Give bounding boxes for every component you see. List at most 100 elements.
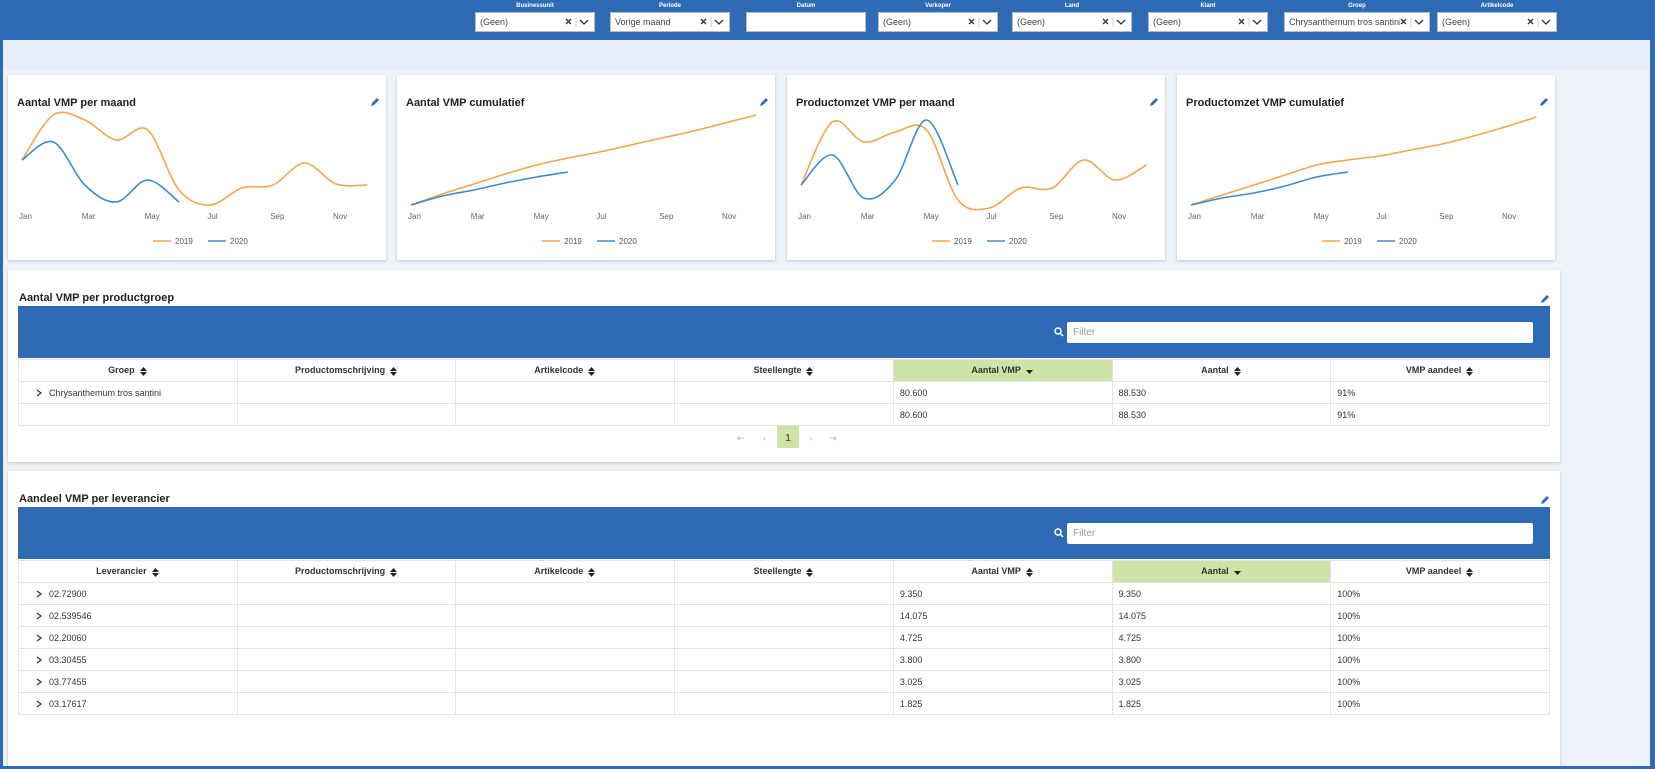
cell-text: 4.725 xyxy=(1118,632,1142,643)
expand-icon[interactable] xyxy=(35,634,43,642)
filter-select[interactable] xyxy=(746,12,866,32)
column-label: Aantal VMP xyxy=(971,566,1021,577)
expand-chevron xyxy=(36,656,42,664)
filter-label: Land xyxy=(1064,3,1080,9)
table-cell: 100% xyxy=(1330,692,1550,715)
x-tick-label: Sep xyxy=(659,212,674,221)
sort-icon xyxy=(1466,366,1474,376)
column-header[interactable]: Productomschrijving xyxy=(236,560,457,583)
cell-text: 3.025 xyxy=(1118,676,1142,687)
search-handle xyxy=(1059,332,1064,337)
table-cell: 80.600 xyxy=(892,381,1113,404)
expand-chevron xyxy=(36,389,42,397)
line-series xyxy=(1190,171,1349,206)
table-cell: 91% xyxy=(1330,403,1550,426)
x-tick-label: Jul xyxy=(1376,212,1386,221)
filter-label: Datum xyxy=(796,3,816,9)
filter-select[interactable]: Vorige maand xyxy=(610,12,730,32)
column-header[interactable]: VMP aandeel xyxy=(1330,359,1550,382)
table-cell xyxy=(455,648,676,671)
column-header[interactable]: Steellengte xyxy=(674,359,894,382)
edit-icon[interactable] xyxy=(370,97,380,107)
column-header[interactable]: Aantal xyxy=(1111,560,1332,583)
x-tick-label: Nov xyxy=(1112,212,1126,221)
table-row: 03.77455 3.025 3.025 100% xyxy=(18,670,1550,693)
column-header[interactable]: VMP aandeel xyxy=(1330,560,1550,583)
expand-icon[interactable] xyxy=(35,678,43,686)
filter-value: (Geen) xyxy=(1442,17,1471,27)
filter-select[interactable]: (Geen) xyxy=(1012,12,1132,32)
edit-icon[interactable] xyxy=(1539,97,1549,107)
edit-icon[interactable] xyxy=(1540,495,1550,505)
table-cell: 100% xyxy=(1330,604,1550,627)
line-series xyxy=(800,119,959,200)
filter-select[interactable]: (Geen) xyxy=(475,12,595,32)
table-cell: 14.075 xyxy=(892,604,1113,627)
table-row: 02.539546 14.075 14.075 100% xyxy=(18,604,1550,627)
filter-input[interactable]: Filter xyxy=(1067,523,1533,544)
search-icon xyxy=(1054,327,1064,337)
legend-label: 2020 xyxy=(230,237,248,246)
table-cell: 3.025 xyxy=(1111,670,1332,693)
pager-next: › xyxy=(809,433,812,443)
select-icons xyxy=(700,17,726,28)
column-header[interactable]: Productomschrijving xyxy=(236,359,457,382)
sort-down xyxy=(588,371,596,376)
expand-chevron xyxy=(36,590,42,598)
chart-title: Productomzet VMP cumulatief xyxy=(1186,97,1345,109)
column-header[interactable]: Aantal xyxy=(1111,359,1332,382)
search-icon xyxy=(1054,528,1064,538)
x-tick-label: Jan xyxy=(408,212,421,221)
cell-text: 9.350 xyxy=(899,588,923,599)
sort-desc xyxy=(1025,369,1033,374)
filter-select[interactable]: (Geen) xyxy=(878,12,998,32)
column-header[interactable]: Leverancier xyxy=(18,560,238,583)
x-tick-label: Sep xyxy=(1439,212,1454,221)
edit-icon[interactable] xyxy=(1540,294,1550,304)
sort-icon xyxy=(1025,567,1033,577)
table-cell: 3.800 xyxy=(1111,648,1332,671)
table-cell: 4.725 xyxy=(892,626,1113,649)
edit-icon[interactable] xyxy=(1149,97,1159,107)
column-header[interactable]: Aantal VMP xyxy=(892,359,1113,382)
column-header[interactable]: Groep xyxy=(18,359,238,382)
filter-input[interactable]: Filter xyxy=(1067,322,1533,343)
x-tick-label: Sep xyxy=(270,212,285,221)
table-cell: 100% xyxy=(1330,626,1550,649)
table-row: 80.600 88.530 91% xyxy=(18,403,1550,426)
cell-text: 91% xyxy=(1337,409,1356,420)
cell-text: 14.075 xyxy=(899,610,928,621)
column-header[interactable]: Artikelcode xyxy=(455,359,676,382)
filter-select[interactable]: (Geen) xyxy=(1148,12,1268,32)
chart-card: Productomzet VMP per maand Jan Mar May Jul Se… xyxy=(787,75,1165,260)
expand-icon[interactable] xyxy=(35,656,43,664)
column-header[interactable]: Aantal VMP xyxy=(892,560,1113,583)
column-header[interactable]: Artikelcode xyxy=(455,560,676,583)
chevron-icon xyxy=(714,19,724,25)
expand-chevron xyxy=(36,700,42,708)
table-cell xyxy=(674,648,894,671)
expand-icon[interactable] xyxy=(35,389,43,397)
expand-icon[interactable] xyxy=(35,590,43,598)
table-cell: Chrysanthemum tros santini xyxy=(18,381,238,404)
table-cell: 88.530 xyxy=(1111,381,1332,404)
line-series xyxy=(410,114,757,206)
table-section: Aandeel VMP per leverancier Filter Leveran… xyxy=(8,471,1560,766)
column-label: Leverancier xyxy=(96,566,147,577)
table-cell xyxy=(455,626,676,649)
sort-icon xyxy=(1466,567,1474,577)
edit-icon[interactable] xyxy=(759,97,769,107)
cell-text: 02.539546 xyxy=(49,610,92,621)
expand-icon[interactable] xyxy=(35,612,43,620)
select-icons xyxy=(968,17,994,28)
column-header[interactable]: Steellengte xyxy=(674,560,894,583)
filter-select[interactable]: Chrysanthemum tros santini xyxy=(1284,12,1430,32)
table-cell xyxy=(455,604,676,627)
table-cell: 1.825 xyxy=(1111,692,1332,715)
cell-text: 03.17617 xyxy=(49,698,87,709)
expand-icon[interactable] xyxy=(35,700,43,708)
column-label: Productomschrijving xyxy=(295,566,386,577)
filter-select[interactable]: (Geen) xyxy=(1437,12,1557,32)
chevron-icon xyxy=(1541,19,1551,25)
chart-card: Aantal VMP per maand Jan Mar May Jul Sep Nov 20… xyxy=(8,75,386,260)
